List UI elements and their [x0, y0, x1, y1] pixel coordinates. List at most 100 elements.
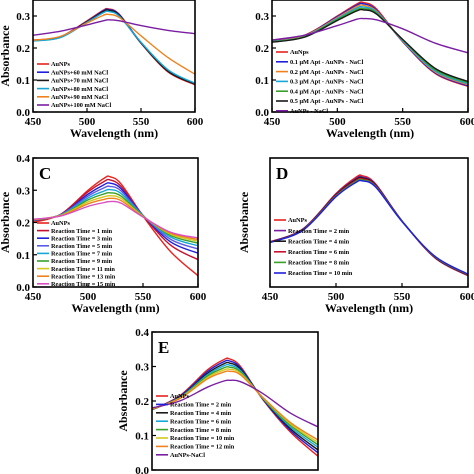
y-tick-label: 0.4	[135, 327, 149, 339]
legend-entry: 0.4 μM Apt - AuNPs - NaCl	[290, 88, 364, 95]
x-tick-label: 450	[25, 291, 42, 303]
legend-entry: Reaction Time = 15 min	[51, 281, 116, 288]
legend: AuNPs Reaction Time = 2 min Reaction Time …	[274, 217, 353, 277]
x-tick-label: 600	[460, 291, 474, 303]
x-tick-label: 550	[394, 291, 411, 303]
legend-entry: 0.3 μM Apt - AuNPs - NaCl	[290, 79, 364, 86]
chart-panel-c: 450 500 550 600 0.0 0.1 0.2 0.3 0.4 Wavelength (n…	[0, 153, 207, 315]
y-tick-label: 0.2	[16, 218, 30, 230]
series-line-5	[270, 179, 468, 275]
legend-entry: Reaction Time = 1 min	[51, 228, 113, 235]
x-axis-label: Wavelength (nm)	[325, 301, 413, 315]
x-tick-label: 450	[25, 116, 42, 128]
legend-entry: AuNPs	[51, 61, 70, 68]
x-tick-label: 550	[133, 116, 150, 128]
x-tick-label: 500	[329, 116, 346, 128]
y-tick-label: 0.3	[255, 11, 269, 23]
x-tick-label: 450	[262, 291, 279, 303]
y-tick-label: 0.4	[16, 153, 30, 165]
chart-panel-d: 450 500 550 600 Wavelength (nm) Absorbance D Au…	[237, 157, 474, 315]
y-tick-label: 0.1	[16, 75, 30, 87]
y-tick-label: 0.1	[135, 431, 149, 443]
panel-letter: E	[158, 338, 169, 357]
legend-entry: Reaction Time = 10 min	[288, 270, 353, 277]
x-tick-label: 600	[187, 116, 204, 128]
panel-letter: D	[276, 164, 288, 183]
legend-entry: Reaction Time = 7 min	[51, 251, 113, 258]
y-tick-label: 0.0	[135, 465, 149, 474]
legend-entry: AuNPs	[51, 220, 70, 227]
legend-entry: AuNPs	[288, 217, 307, 224]
legend-entry: AuNPs - NaCl	[290, 108, 328, 115]
legend-entry: AuNps	[290, 49, 309, 56]
y-axis-label: Absorbance	[116, 370, 130, 432]
chart-panel-e: 0.0 0.1 0.2 0.3 0.4 Absorbance E AuNPs Reaction …	[116, 327, 319, 474]
legend-entry: AuNPs-NaCl	[170, 452, 205, 459]
series-line-6	[272, 17, 468, 54]
x-tick-label: 600	[460, 116, 474, 128]
x-axis-label: Wavelength (nm)	[326, 126, 414, 140]
legend-entry: Reaction Time = 13 min	[51, 273, 116, 280]
legend-entry: AuNPs+60 mM NaCl	[51, 69, 108, 76]
series-group	[33, 175, 198, 277]
series-line-3	[33, 10, 195, 84]
legend-entry: Reaction Time = 9 min	[51, 258, 113, 265]
plot-frame	[271, 0, 469, 113]
legend-entry: AuNPs+80 mM NaCl	[51, 86, 108, 93]
legend-entry: Reaction Time = 2 min	[288, 228, 350, 235]
chart-panel-b: 450 500 550 600 0.0 0.1 0.2 0.3 Wavelength (nm) A…	[255, 0, 474, 140]
series-group	[270, 174, 468, 277]
y-tick-label: 0.0	[255, 107, 269, 119]
x-tick-label: 500	[328, 291, 345, 303]
legend-entry: Reaction Time = 4 min	[170, 410, 232, 417]
legend-entry: AuNPs+100 mM NaCl	[51, 102, 112, 109]
legend-entry: Reaction Time = 4 min	[288, 238, 350, 245]
legend-entry: Reaction Time = 8 min	[288, 260, 350, 267]
legend-entry: 0.1 μM Apt - AuNPs - NaCl	[290, 59, 364, 66]
x-axis-label: Wavelength (nm)	[70, 126, 158, 140]
plot-frame	[269, 157, 469, 288]
chart-panel-a: 450 500 550 600 0.0 0.1 0.2 0.3 Wavelength (nm) A…	[0, 0, 204, 140]
legend-entry: Reaction Time = 2 min	[170, 402, 232, 409]
y-tick-label: 0.0	[16, 282, 30, 294]
y-tick-label: 0.0	[16, 107, 30, 119]
legend-entry: AuNPs+70 mM NaCl	[51, 78, 108, 85]
series-line-8	[33, 200, 198, 239]
legend-entry: AuNPs+90 mM NaCl	[51, 94, 108, 101]
legend-entry: Reaction Time = 12 min	[170, 444, 235, 451]
y-tick-label: 0.2	[135, 396, 149, 408]
legend-entry: Reaction Time = 10 min	[170, 435, 235, 442]
y-axis-label: Absorbance	[0, 191, 12, 253]
series-group	[272, 1, 468, 88]
legend-entry: Reaction Time = 6 min	[170, 418, 232, 425]
legend-entry: Reaction Time = 11 min	[51, 266, 115, 273]
series-line-1	[152, 359, 318, 454]
y-tick-label: 0.2	[16, 43, 30, 55]
legend-entry: Reaction Time = 5 min	[51, 243, 113, 250]
series-line-5	[33, 19, 195, 36]
y-axis-label: Absorbance	[237, 191, 251, 253]
legend-entry: Reaction Time = 8 min	[170, 427, 232, 434]
series-group	[152, 357, 318, 457]
series-line-6	[152, 370, 318, 441]
x-tick-label: 500	[79, 116, 96, 128]
series-line-4	[33, 13, 195, 75]
y-tick-label: 0.1	[255, 75, 269, 87]
series-line-7	[152, 379, 318, 428]
plot-frame	[32, 0, 196, 113]
y-tick-label: 0.2	[255, 43, 269, 55]
x-tick-label: 450	[264, 116, 281, 128]
x-tick-label: 600	[190, 291, 207, 303]
legend-entry: AuNPs	[170, 393, 189, 400]
x-tick-label: 550	[135, 291, 152, 303]
x-tick-label: 500	[80, 291, 97, 303]
y-tick-label: 0.3	[135, 362, 149, 374]
x-axis-label: Wavelength (nm)	[71, 301, 159, 315]
y-tick-label: 0.3	[16, 185, 30, 197]
y-tick-label: 0.3	[16, 11, 30, 23]
x-tick-label: 550	[394, 116, 411, 128]
y-tick-label: 0.1	[16, 250, 30, 262]
